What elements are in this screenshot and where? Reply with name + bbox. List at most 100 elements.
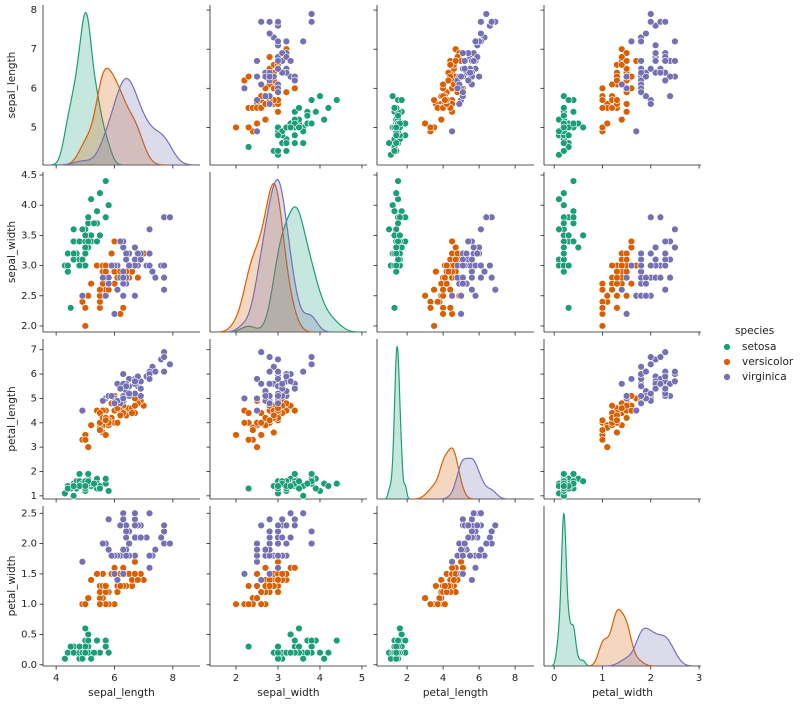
kde-area [61,68,165,165]
panel: 2.0 2.5 3.0 3.5 4.0 4.5 [21,170,200,336]
point [661,249,669,258]
point [278,570,286,578]
y-tick-label: 2.0 [21,321,37,332]
point [390,104,399,112]
point [134,576,142,584]
point [598,436,607,444]
point [460,57,469,65]
point [102,292,110,300]
y-tick-label: 4.5 [21,170,37,181]
point [253,127,261,136]
point [632,127,640,136]
point [477,273,485,282]
point [437,576,445,584]
panel: 2 3 4 5 [206,506,367,684]
point [598,286,607,294]
point [274,539,282,548]
point [661,384,669,393]
point [390,304,399,312]
y-tick-label: 7 [31,345,37,356]
point [253,57,261,65]
point [618,80,626,89]
point [448,558,456,566]
point [137,384,145,393]
point [430,322,438,330]
point [99,273,107,282]
point [282,37,291,46]
point [457,545,465,554]
point [564,96,573,104]
point [160,261,168,270]
point [282,521,291,530]
point [265,72,274,81]
point [459,279,467,288]
point [394,255,402,264]
x-tick-label: 8 [512,673,518,684]
point [286,57,295,65]
point [145,261,154,270]
point [671,367,679,376]
point [671,225,679,234]
point [459,261,467,270]
point [90,648,98,657]
point [598,426,607,434]
point [450,576,458,584]
kde-line [589,608,655,667]
point [442,279,451,288]
point [441,582,449,590]
panel: 4 6 8 0.0 0.5 1.0 1.5 2.0 2.5 [21,506,200,684]
point [282,372,291,381]
point [119,273,127,282]
point [569,119,578,128]
kde-line [413,447,475,500]
point [274,375,282,383]
point [93,237,101,246]
point [102,431,110,439]
point [87,421,95,429]
point [598,96,607,104]
kde-area [589,609,655,666]
point [303,648,312,657]
kde-line [50,11,123,166]
point [90,479,98,488]
point [656,273,665,282]
point [457,558,465,566]
point [78,292,87,300]
legend-marker [723,373,731,381]
point [560,482,568,490]
point [113,588,122,596]
point [448,237,456,246]
point [396,624,404,633]
point [265,18,274,26]
point [333,479,341,488]
legend-marker [723,343,731,351]
point [468,273,476,282]
point [265,53,274,61]
point [282,139,291,147]
point [622,255,631,264]
point [299,492,307,500]
point [291,406,299,415]
point [385,225,393,234]
point [87,279,95,288]
x-tick-label: 6 [476,673,482,684]
point [274,37,282,46]
point [637,392,645,400]
point [471,37,480,46]
point [426,304,435,312]
point [160,353,168,361]
point [295,477,303,485]
point [145,509,154,517]
point [265,100,274,108]
point [388,92,397,100]
point [564,231,573,240]
point [122,527,130,536]
point [282,88,291,96]
kde-line [61,67,165,166]
point [278,380,286,388]
point [608,402,616,410]
point [444,267,453,276]
point [131,292,139,300]
point [274,147,282,155]
point [134,273,142,282]
